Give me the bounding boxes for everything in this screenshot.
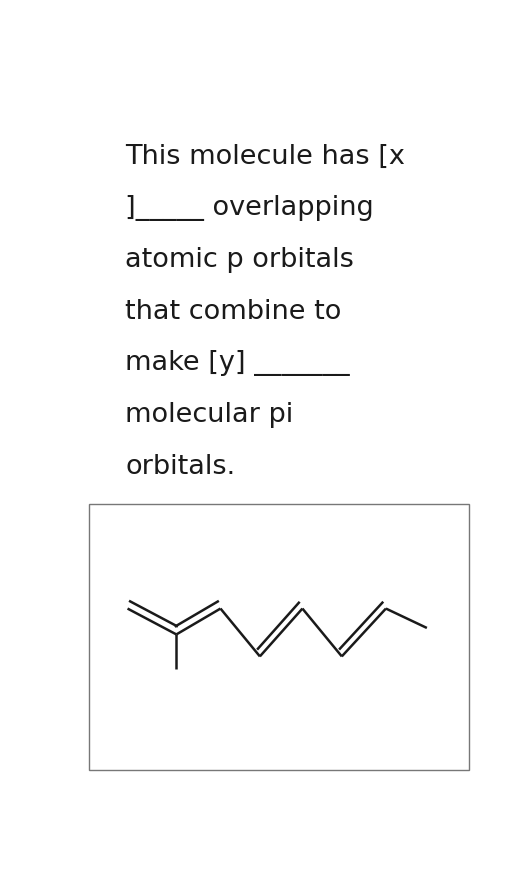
Text: make [y] _______: make [y] _______: [125, 350, 350, 377]
Text: orbitals.: orbitals.: [125, 453, 235, 480]
FancyBboxPatch shape: [89, 504, 469, 770]
Text: ]_____ overlapping: ]_____ overlapping: [125, 195, 374, 221]
Text: that combine to: that combine to: [125, 299, 342, 324]
Text: molecular pi: molecular pi: [125, 402, 294, 428]
Text: This molecule has [x: This molecule has [x: [125, 143, 405, 170]
Text: atomic p orbitals: atomic p orbitals: [125, 247, 354, 273]
